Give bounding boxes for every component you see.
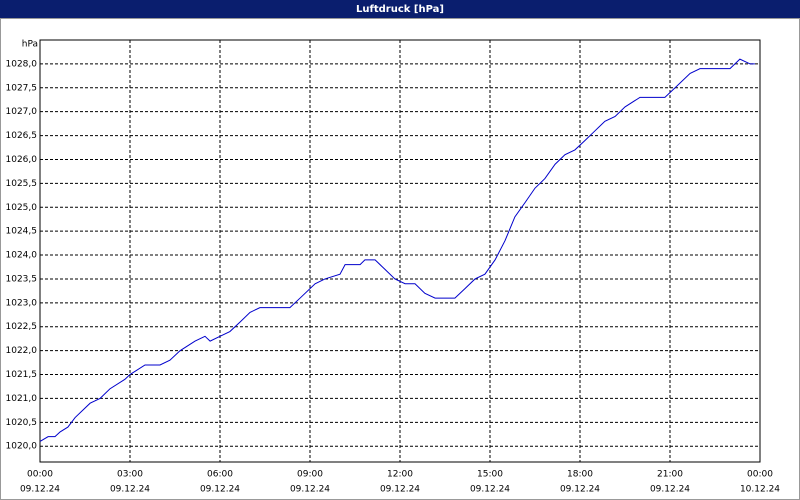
data-line: [39, 58, 755, 442]
x-tick-label: 21:00: [657, 470, 683, 480]
x-tick-label: 18:00: [567, 470, 593, 480]
y-tick-label: 1027,0: [6, 107, 38, 117]
x-tick-date: 09.12.24: [110, 485, 150, 495]
x-tick-date: 09.12.24: [560, 485, 600, 495]
x-tick-label: 00:00: [27, 470, 53, 480]
x-tick-label: 06:00: [207, 470, 233, 480]
x-tick-label: 03:00: [117, 470, 143, 480]
y-tick-label: 1023,5: [6, 274, 38, 284]
y-tick-label: 1024,5: [6, 227, 38, 237]
x-tick-date: 09.12.24: [650, 485, 690, 495]
chart-title: Luftdruck [hPa]: [356, 4, 444, 15]
y-tick-label: 1026,0: [6, 155, 38, 165]
y-tick-label: 1020,5: [6, 418, 38, 428]
y-tick-label: 1025,5: [6, 179, 38, 189]
y-tick-label: 1028,0: [6, 59, 38, 69]
x-tick-label: 15:00: [477, 470, 503, 480]
y-tick-label: 1026,5: [6, 131, 38, 141]
y-tick-label: 1027,5: [6, 83, 38, 93]
y-tick-label: 1023,0: [6, 298, 38, 308]
x-tick-date: 09.12.24: [200, 485, 240, 495]
y-tick-label: 1022,5: [6, 322, 38, 332]
y-axis-label: hPa: [22, 40, 38, 50]
title-bar: [0, 0, 800, 18]
x-tick-date: 09.12.24: [470, 485, 510, 495]
x-tick-date: 10.12.24: [740, 485, 780, 495]
y-tick-label: 1021,5: [6, 370, 38, 380]
y-tick-label: 1024,0: [6, 251, 38, 261]
y-tick-label: 1020,0: [6, 442, 38, 452]
x-tick-date: 09.12.24: [20, 485, 60, 495]
x-tick-date: 09.12.24: [380, 485, 420, 495]
x-tick-label: 12:00: [387, 470, 413, 480]
x-tick-label: 00:00: [747, 470, 773, 480]
y-tick-label: 1025,0: [6, 203, 38, 213]
x-tick-date: 09.12.24: [290, 485, 330, 495]
x-tick-label: 09:00: [297, 470, 323, 480]
y-tick-label: 1021,0: [6, 394, 38, 404]
y-tick-label: 1022,0: [6, 346, 38, 356]
